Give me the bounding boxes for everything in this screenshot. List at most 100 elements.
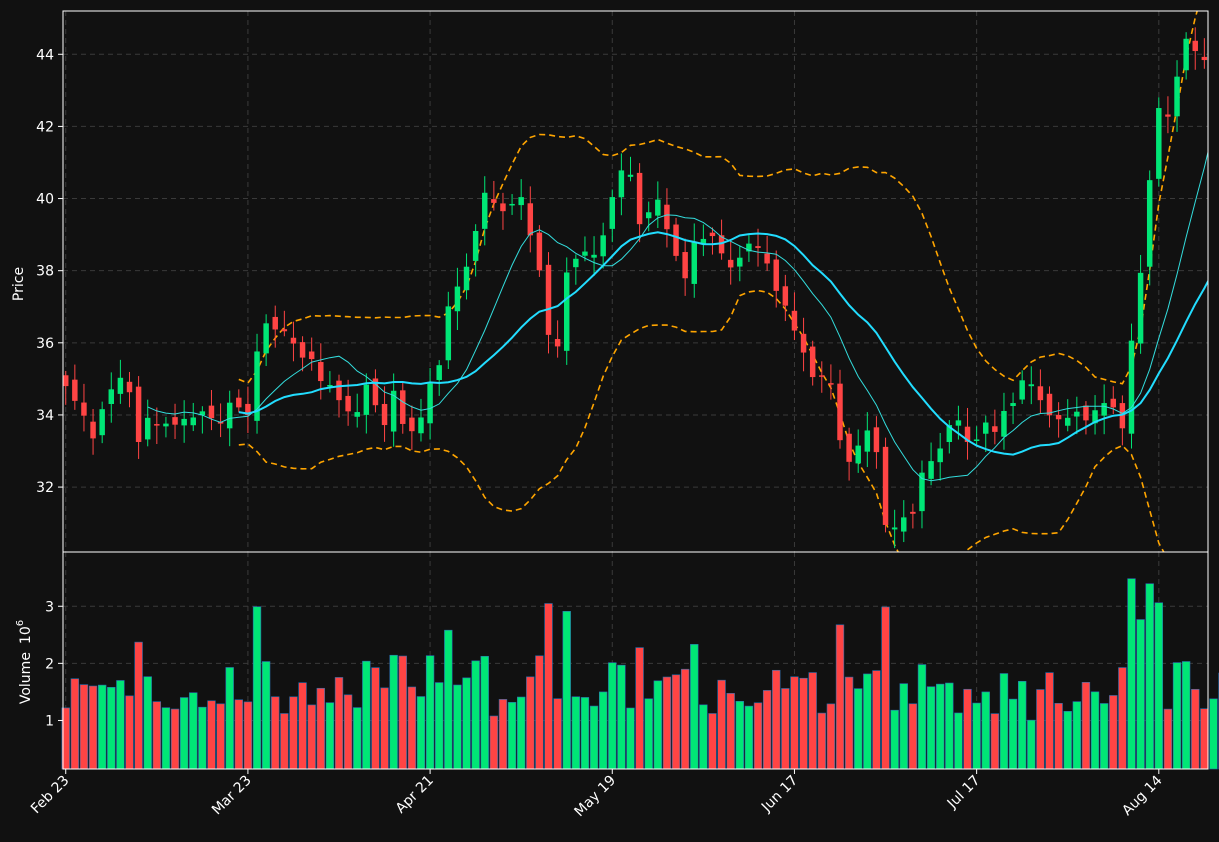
volume-bar bbox=[125, 695, 134, 770]
volume-bar bbox=[1027, 719, 1036, 770]
volume-bar bbox=[1127, 578, 1136, 770]
volume-bar bbox=[498, 699, 508, 770]
candle-body bbox=[181, 418, 187, 426]
candle-body bbox=[1156, 108, 1162, 179]
candle-body bbox=[882, 446, 889, 525]
candle-body bbox=[354, 412, 360, 417]
volume-bar bbox=[252, 606, 262, 770]
candle-body bbox=[718, 235, 725, 254]
volume-bar bbox=[981, 691, 990, 770]
price-tick-label: 44 bbox=[36, 47, 54, 63]
price-axis-label: Price bbox=[11, 267, 27, 301]
candle-body bbox=[782, 286, 789, 306]
price-tick-label: 42 bbox=[36, 119, 54, 135]
volume-bar bbox=[899, 683, 908, 770]
volume-bar bbox=[480, 655, 489, 770]
volume-bar bbox=[198, 706, 207, 770]
candle-body bbox=[582, 251, 588, 256]
candle-body bbox=[190, 417, 196, 426]
volume-bar bbox=[589, 705, 599, 770]
volume-bar bbox=[1109, 695, 1118, 770]
candle-body bbox=[1064, 417, 1071, 426]
candle-body bbox=[381, 403, 388, 426]
candle-body bbox=[327, 385, 333, 387]
volume-bar bbox=[598, 691, 608, 770]
candle-body bbox=[1201, 56, 1208, 61]
volume-bar bbox=[690, 644, 699, 770]
volume-bar bbox=[234, 699, 243, 770]
candle-body bbox=[500, 203, 506, 212]
candle-body bbox=[800, 333, 807, 353]
volume-axis-ticks: 1 2 3 bbox=[45, 599, 63, 729]
candle-body bbox=[135, 386, 142, 442]
candle-body bbox=[482, 192, 488, 229]
candle-body bbox=[336, 380, 342, 401]
candle-body bbox=[855, 445, 861, 464]
candle-body bbox=[1192, 40, 1198, 52]
volume-bar bbox=[1063, 711, 1072, 770]
volume-bar bbox=[717, 679, 726, 770]
volume-bar bbox=[872, 670, 881, 770]
volume-bar bbox=[107, 687, 116, 770]
candle-body bbox=[627, 174, 634, 177]
price-tick-label: 32 bbox=[36, 480, 54, 496]
price-panel bbox=[63, 11, 1208, 552]
candle-body bbox=[700, 238, 707, 245]
candle-body bbox=[737, 257, 743, 267]
candle-body bbox=[983, 422, 989, 434]
volume-bar bbox=[781, 688, 790, 770]
volume-bar bbox=[1072, 701, 1082, 770]
candle-body bbox=[409, 417, 415, 432]
volume-bar bbox=[544, 603, 553, 770]
volume-bar bbox=[908, 703, 918, 770]
volume-bar bbox=[1154, 602, 1163, 770]
volume-bar bbox=[398, 655, 407, 770]
volume-bar bbox=[744, 705, 754, 770]
volume-bar bbox=[553, 698, 562, 770]
volume-bar bbox=[343, 694, 353, 770]
candle-body bbox=[1019, 380, 1025, 400]
volume-bar bbox=[371, 667, 380, 770]
candle-body bbox=[99, 409, 105, 436]
volume-axis-label: Volume106 bbox=[15, 620, 34, 704]
volume-bar bbox=[1054, 703, 1063, 770]
candle-body bbox=[573, 258, 579, 268]
volume-bar bbox=[334, 677, 344, 770]
volume-bar bbox=[389, 654, 398, 770]
candle-body bbox=[864, 430, 871, 452]
volume-tick-label: 2 bbox=[45, 656, 54, 672]
volume-bar bbox=[471, 660, 480, 770]
volume-bar bbox=[644, 698, 653, 770]
candle-body bbox=[1128, 340, 1135, 434]
candle-body bbox=[554, 339, 561, 347]
candle-body bbox=[63, 375, 69, 387]
candle-body bbox=[973, 439, 980, 441]
volume-tick-label: 3 bbox=[45, 599, 54, 615]
candle-body bbox=[655, 199, 661, 216]
candle-body bbox=[609, 197, 616, 229]
volume-bar bbox=[571, 696, 581, 770]
volume-bar bbox=[526, 676, 535, 770]
volume-bar bbox=[963, 688, 972, 770]
candle-body bbox=[126, 381, 133, 393]
candle-body bbox=[1174, 76, 1180, 117]
candle-body bbox=[1001, 410, 1007, 437]
candle-body bbox=[928, 461, 934, 479]
volume-bar bbox=[671, 674, 681, 770]
volume-bar bbox=[808, 672, 817, 770]
candle-body bbox=[1055, 414, 1062, 420]
volume-bar bbox=[216, 703, 225, 770]
candle-body bbox=[418, 417, 424, 434]
volume-bar bbox=[662, 676, 672, 770]
volume-bar bbox=[79, 684, 89, 770]
volume-bar bbox=[1018, 680, 1027, 770]
volume-bar bbox=[298, 682, 307, 770]
volume-bar bbox=[863, 673, 872, 770]
candle-body bbox=[199, 411, 206, 416]
candle-body bbox=[254, 351, 260, 421]
volume-bar bbox=[179, 697, 189, 770]
volume-bar bbox=[835, 624, 845, 770]
candle-body bbox=[837, 383, 843, 441]
slow-moving-average-line bbox=[238, 231, 1208, 456]
volume-bar bbox=[1118, 667, 1127, 770]
